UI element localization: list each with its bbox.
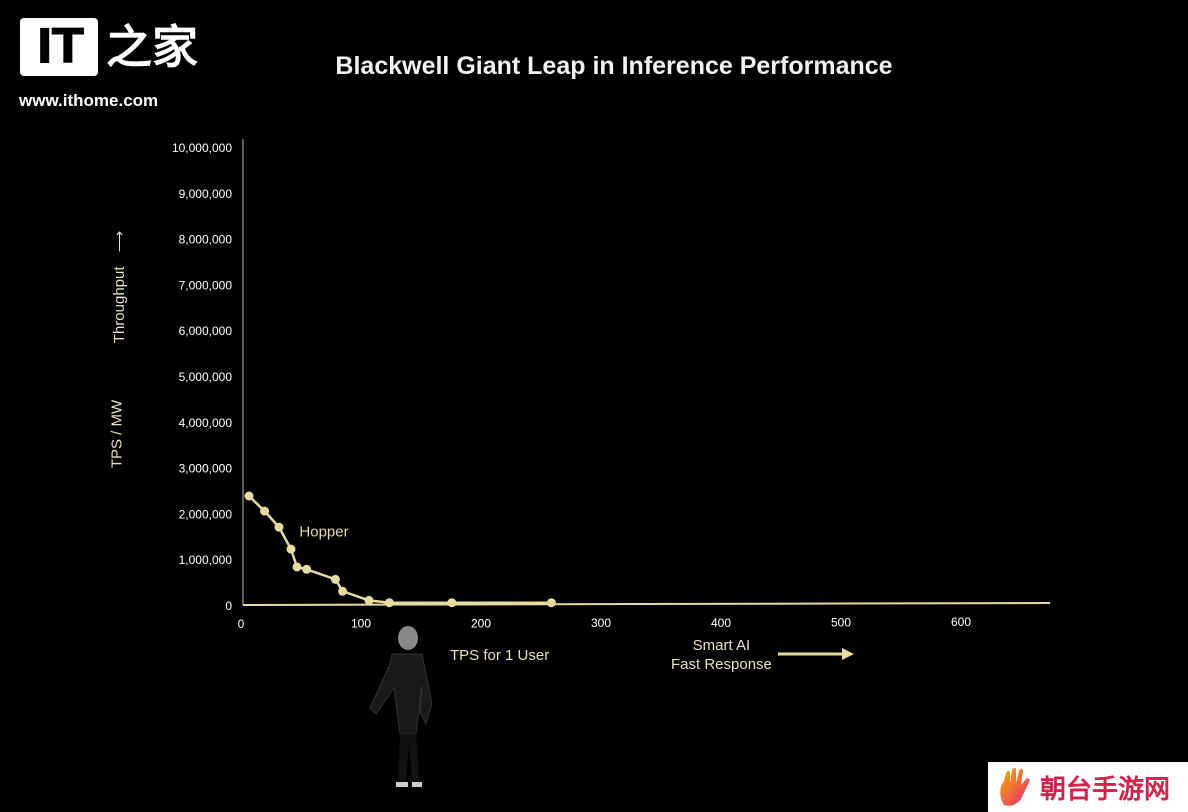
x-tick-label: 600 xyxy=(951,615,971,629)
presenter-figure xyxy=(369,626,433,787)
ithome-logo-text: 之家 xyxy=(106,20,198,74)
data-point xyxy=(447,598,457,608)
data-point xyxy=(330,574,340,584)
ithome-url: www.ithome.com xyxy=(19,91,159,110)
watermark-badge: 朝台手游网 xyxy=(988,762,1188,812)
y-tick-label: 2,000,000 xyxy=(179,507,233,521)
y-tick-label: 9,000,000 xyxy=(179,187,233,201)
x-tick-label: 300 xyxy=(591,616,611,630)
y-tick-label: 3,000,000 xyxy=(179,462,233,476)
x-axis-label: TPS for 1 User xyxy=(450,647,550,664)
x-tick-label: 500 xyxy=(831,616,851,630)
y-tick-label: 10,000,000 xyxy=(172,141,232,155)
x-tick-label: 200 xyxy=(471,616,491,630)
y-tick-label: 6,000,000 xyxy=(179,324,233,338)
y-tick-label: 5,000,000 xyxy=(179,370,233,384)
y-tick-label: 1,000,000 xyxy=(179,553,233,567)
data-point xyxy=(292,562,302,572)
hand-icon xyxy=(1000,767,1030,806)
data-point xyxy=(384,598,394,608)
x-axis-line xyxy=(242,602,1051,606)
y-tick-label: 4,000,000 xyxy=(179,416,233,430)
x-tick-label: 100 xyxy=(351,617,371,631)
right-arrow-icon xyxy=(778,648,854,660)
data-point xyxy=(244,491,254,501)
data-point xyxy=(302,564,312,574)
x-tick-label: 0 xyxy=(238,617,245,631)
y-tick-label: 0 xyxy=(225,599,232,613)
chart-title: Blackwell Giant Leap in Inference Perfor… xyxy=(335,52,893,80)
series-label: Hopper xyxy=(299,523,348,540)
x-axis-hint-line2: Fast Response xyxy=(671,656,772,673)
x-axis-hint: Smart AI Fast Response xyxy=(671,636,772,674)
data-point xyxy=(260,506,270,516)
data-point xyxy=(546,598,556,608)
x-axis-hint-line1: Smart AI xyxy=(692,637,751,654)
data-point xyxy=(274,522,284,532)
ithome-logo-mark: IT xyxy=(20,18,98,76)
y-tick-label: 8,000,000 xyxy=(179,233,233,247)
data-point xyxy=(364,595,374,605)
x-tick-label: 400 xyxy=(711,616,731,630)
watermark-text: 朝台手游网 xyxy=(1040,774,1171,805)
y-tick-label: 7,000,000 xyxy=(179,278,233,292)
data-point xyxy=(286,544,296,554)
data-point xyxy=(338,586,348,596)
